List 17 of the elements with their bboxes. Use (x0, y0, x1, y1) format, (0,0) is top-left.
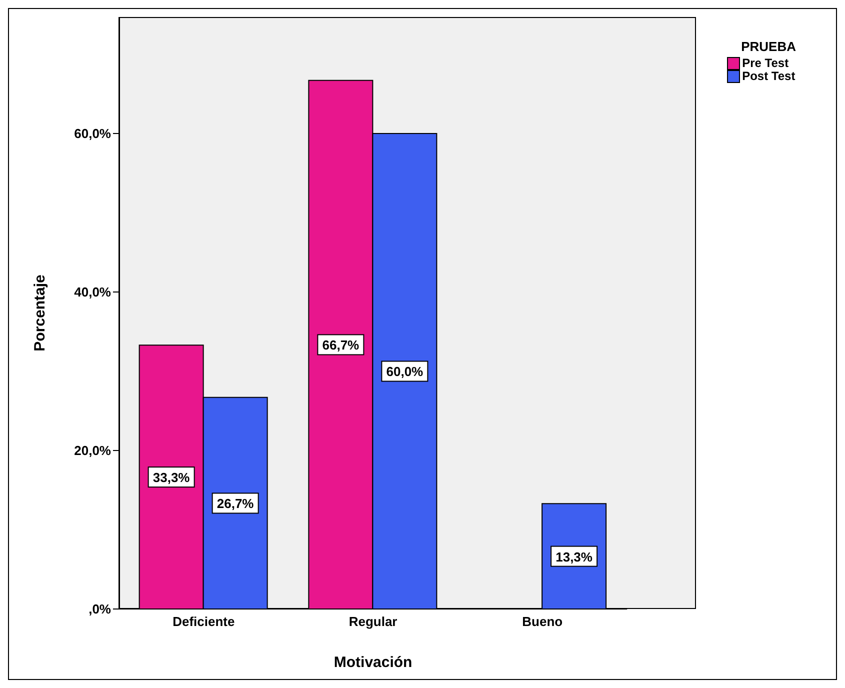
x-tick-label: Deficiente (172, 614, 235, 630)
y-tick-label: ,0% (88, 602, 112, 617)
data-label: 33,3% (152, 470, 190, 486)
data-label: 60,0% (386, 364, 424, 380)
y-tick-label: 60,0% (74, 126, 112, 142)
legend-label: Post Test (741, 69, 796, 83)
x-axis-title: Motivación (334, 654, 412, 671)
data-label: 13,3% (556, 549, 593, 564)
data-label: 66,7% (322, 338, 360, 353)
x-tick-label: Regular (348, 614, 398, 630)
data-label: 26,7% (216, 496, 254, 512)
y-tick-label: 40,0% (74, 284, 112, 300)
y-axis-title: Porcentaje (31, 274, 48, 352)
legend-title: PRUEBA (740, 39, 796, 54)
legend-label: Pre Test (741, 56, 790, 70)
x-tick-label: Bueno (522, 614, 563, 630)
y-tick-label: 20,0% (74, 443, 112, 458)
